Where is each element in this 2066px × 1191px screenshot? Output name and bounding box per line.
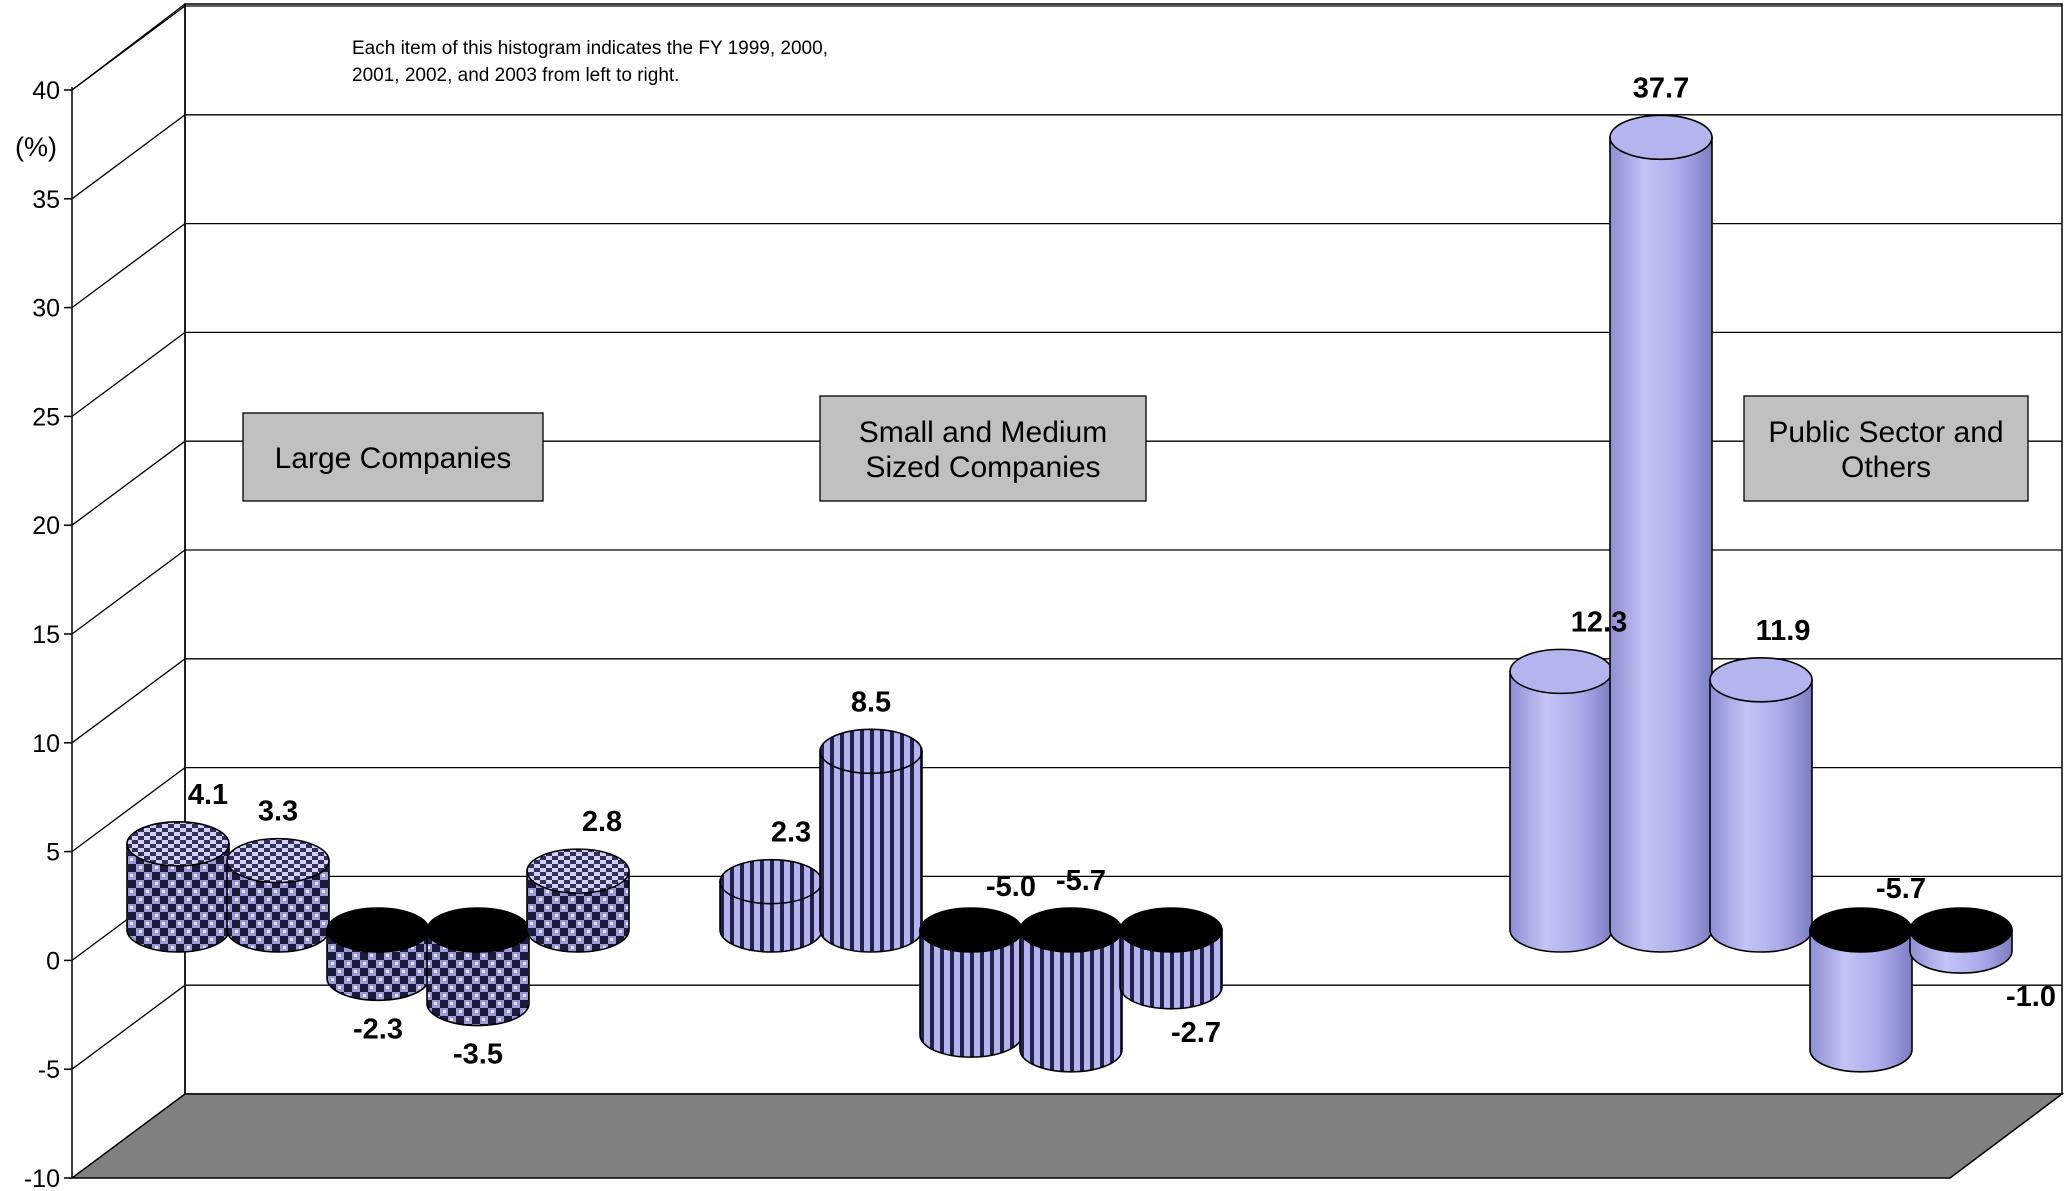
group-label: Others xyxy=(1841,451,1931,484)
side-gridline xyxy=(71,114,186,200)
bar xyxy=(426,907,530,1027)
data-label: -2.3 xyxy=(353,1013,403,1045)
chart-note-line: Each item of this histogram indicates th… xyxy=(352,38,828,59)
bar-top-cap xyxy=(226,837,330,884)
group-label: Sized Companies xyxy=(865,451,1100,484)
data-label: -5.7 xyxy=(1056,865,1106,897)
side-gridline xyxy=(71,984,186,1070)
bar xyxy=(1019,907,1123,1073)
y-tick-label: 0 xyxy=(46,947,60,975)
y-tick-label: 15 xyxy=(32,621,60,649)
data-label: 2.8 xyxy=(582,806,622,838)
bar-top-cap xyxy=(426,907,530,953)
bar xyxy=(1509,648,1613,953)
bar xyxy=(1909,907,2013,974)
y-tick-label: 5 xyxy=(46,839,60,867)
bar xyxy=(526,848,630,953)
data-label: -2.7 xyxy=(1171,1017,1221,1049)
bar-body xyxy=(819,750,923,953)
bar-top-cap xyxy=(1609,114,1713,161)
bar-top-cap xyxy=(1809,907,1913,953)
bar-top-cap xyxy=(526,848,630,894)
bar-body xyxy=(1509,670,1613,953)
data-label: 4.1 xyxy=(188,779,228,811)
bar-top-cap xyxy=(126,820,230,867)
bar xyxy=(1709,656,1813,953)
bar-top-cap xyxy=(1119,907,1223,953)
bar-top-cap xyxy=(919,907,1023,953)
bar xyxy=(1809,907,1913,1073)
group-label: Small and Medium xyxy=(859,416,1107,449)
bar xyxy=(326,907,430,1002)
bar-top-cap xyxy=(719,858,823,905)
chart-note-line: 2001, 2002, and 2003 from left to right. xyxy=(352,65,679,86)
bar-body xyxy=(526,870,630,953)
bar xyxy=(1119,907,1223,1010)
bar xyxy=(126,820,230,953)
side-gridline xyxy=(71,658,186,744)
bar xyxy=(819,728,923,953)
side-gridline xyxy=(71,767,186,853)
bar-top-cap xyxy=(1019,907,1123,953)
side-gridline xyxy=(71,549,186,635)
data-label: 11.9 xyxy=(1756,615,1811,647)
data-label: 8.5 xyxy=(851,686,891,718)
bar-body xyxy=(1019,929,1123,1073)
y-tick-label: 35 xyxy=(32,186,60,214)
top-side-edge xyxy=(71,3,186,91)
y-tick-label: 25 xyxy=(32,403,60,431)
bar-body xyxy=(1609,136,1713,953)
data-label: -3.5 xyxy=(453,1039,503,1071)
chart-bars xyxy=(126,114,2013,1073)
data-label: 3.3 xyxy=(258,796,298,828)
y-tick-label: 10 xyxy=(32,730,60,758)
bar xyxy=(1609,114,1713,953)
y-tick-label: 20 xyxy=(32,512,60,540)
y-tick-label: 30 xyxy=(32,295,60,323)
group-label: Public Sector and xyxy=(1768,416,2003,449)
group-label-box xyxy=(242,412,544,502)
group-label-box xyxy=(1743,395,2029,502)
side-gridline xyxy=(71,331,186,417)
chart-floor xyxy=(69,1093,2065,1179)
data-label: -1.0 xyxy=(2006,981,2056,1013)
data-label: -5.7 xyxy=(1876,873,1926,905)
y-tick-label: -5 xyxy=(38,1056,60,1084)
bar-body xyxy=(126,842,230,953)
bar-body xyxy=(426,929,530,1027)
y-axis-unit: (%) xyxy=(15,132,57,162)
side-gridline xyxy=(71,223,186,309)
group-label-box xyxy=(819,395,1147,502)
bar-top-cap xyxy=(1709,656,1813,703)
data-label: -5.0 xyxy=(986,871,1036,903)
bar-top-cap xyxy=(326,907,430,953)
side-gridline xyxy=(71,440,186,526)
bar-top-cap xyxy=(819,728,923,775)
y-tick-label: -10 xyxy=(24,1165,60,1191)
bar-body xyxy=(1809,929,1913,1073)
data-label: 2.3 xyxy=(771,817,811,849)
data-label: 37.7 xyxy=(1633,72,1689,104)
group-label: Large Companies xyxy=(275,442,512,475)
bar-body xyxy=(1709,678,1813,953)
bar-top-cap xyxy=(1909,907,2013,953)
chart-labels: 40 35 30 25 20 15 10 5 0 -5 -10 (%) Each item of thi… xyxy=(15,38,2056,1191)
bar xyxy=(719,858,823,953)
bar xyxy=(919,907,1023,1058)
bar-top-cap xyxy=(1509,648,1613,695)
y-tick-label: 40 xyxy=(32,77,60,105)
bar xyxy=(226,837,330,953)
data-label: 12.3 xyxy=(1571,606,1627,638)
